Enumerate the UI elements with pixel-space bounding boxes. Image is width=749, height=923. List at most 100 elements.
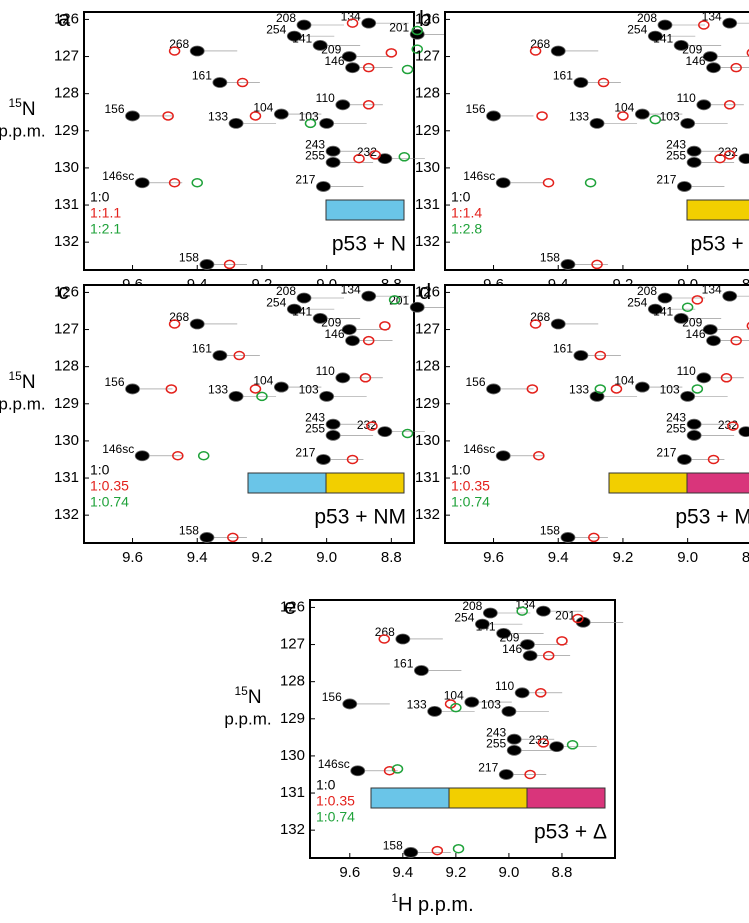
peak: [319, 390, 335, 402]
peak-label: 134: [702, 9, 722, 23]
peak: [686, 429, 702, 441]
peak-label: 110: [316, 91, 335, 105]
y-label-main: N: [248, 687, 262, 708]
x-tick-label: 9.6: [483, 549, 504, 566]
peak: [403, 847, 419, 858]
peak: [496, 628, 512, 639]
peak: [342, 698, 358, 710]
peak: [227, 532, 239, 543]
y-tick-label: 131: [415, 196, 440, 213]
peak: [506, 744, 522, 756]
peak: [610, 384, 623, 394]
peak: [686, 156, 702, 168]
peak: [702, 324, 718, 335]
peak: [730, 335, 742, 346]
peak: [617, 111, 629, 121]
peak: [486, 383, 501, 395]
peak: [522, 650, 538, 662]
peak: [452, 843, 465, 854]
legend-entry: 1:0.74: [451, 494, 490, 510]
peak: [378, 634, 391, 644]
peak: [391, 764, 404, 774]
peak: [325, 429, 341, 441]
peak: [212, 350, 228, 361]
peak-label: 158: [179, 251, 199, 265]
peak-label: 208: [637, 284, 657, 298]
peak-label: 268: [375, 625, 395, 639]
peak-label: 243: [486, 725, 506, 739]
peak-label: 146: [685, 327, 705, 341]
y-label-sup: 15: [8, 96, 22, 110]
peak: [597, 77, 610, 88]
peak: [589, 117, 605, 129]
peak: [566, 740, 579, 750]
y-tick-label: 128: [415, 358, 440, 375]
peak: [556, 636, 568, 646]
peak: [647, 303, 663, 315]
y-tick-label: 130: [415, 432, 440, 449]
peak: [529, 319, 542, 329]
y-tick-label: 128: [54, 358, 79, 375]
x-tick-label: 9.2: [613, 549, 634, 566]
peak-label: 209: [499, 631, 519, 645]
peak-label: 254: [266, 295, 286, 309]
peak-label: 243: [666, 137, 686, 151]
peak: [341, 324, 357, 335]
peak: [584, 178, 597, 188]
peak: [572, 613, 584, 624]
peak-label: 146sc: [102, 442, 134, 456]
plot-frame: [444, 284, 749, 544]
peak: [395, 633, 411, 645]
y-tick-label: 129: [54, 395, 79, 412]
peak: [649, 114, 662, 125]
domain-box: [325, 472, 405, 494]
peak: [529, 46, 542, 56]
peak-label: 133: [208, 383, 228, 397]
peak: [346, 454, 359, 465]
peak-label: 134: [702, 282, 722, 296]
peak: [550, 318, 566, 330]
peak-label: 254: [454, 610, 474, 624]
peak: [189, 318, 205, 330]
peak: [319, 117, 335, 129]
panel: c 9.6 9.4 9.2 9.0 8.8 126 127 128 129 130 131 132 208…: [0, 279, 458, 566]
panel: b9.69.49.29.08.8126127128129130131132208…: [415, 6, 749, 293]
peak: [350, 765, 366, 777]
peak: [134, 177, 150, 189]
peak-label: 254: [266, 22, 286, 36]
x-tick-label: 8.8: [381, 549, 402, 566]
peak-label: 254: [627, 22, 647, 36]
panel: a9.69.49.29.08.8126127128129130131132208…: [0, 6, 458, 293]
peak: [362, 100, 375, 110]
x-tick-label: 9.4: [548, 549, 569, 566]
peak-label: 156: [104, 102, 124, 116]
x-tick-label: 9.6: [122, 549, 143, 566]
peak-label: 133: [407, 698, 427, 712]
plot-frame: [444, 11, 749, 271]
peak: [197, 451, 210, 461]
y-label-main: N: [22, 372, 36, 393]
peak-label: 255: [666, 149, 686, 163]
peak: [533, 451, 545, 461]
peak-label: 209: [321, 43, 341, 57]
peak: [542, 178, 555, 188]
peak: [379, 321, 391, 331]
y-tick-label: 131: [54, 469, 79, 486]
peak: [680, 390, 696, 402]
peak: [501, 705, 517, 717]
peak-label: 156: [322, 690, 342, 704]
peak: [594, 384, 607, 394]
peak: [359, 373, 372, 383]
peak: [168, 319, 181, 329]
legend-entry: 1:0: [316, 777, 336, 793]
peak: [516, 606, 528, 616]
y-tick-label: 132: [415, 233, 440, 250]
peak-label: 201: [389, 20, 409, 34]
peak-label: 103: [481, 698, 501, 712]
peak: [401, 64, 414, 75]
peak-label: 110: [316, 364, 335, 378]
peak: [286, 30, 302, 42]
peak: [125, 383, 140, 395]
peak: [647, 30, 663, 42]
peak: [550, 45, 566, 57]
